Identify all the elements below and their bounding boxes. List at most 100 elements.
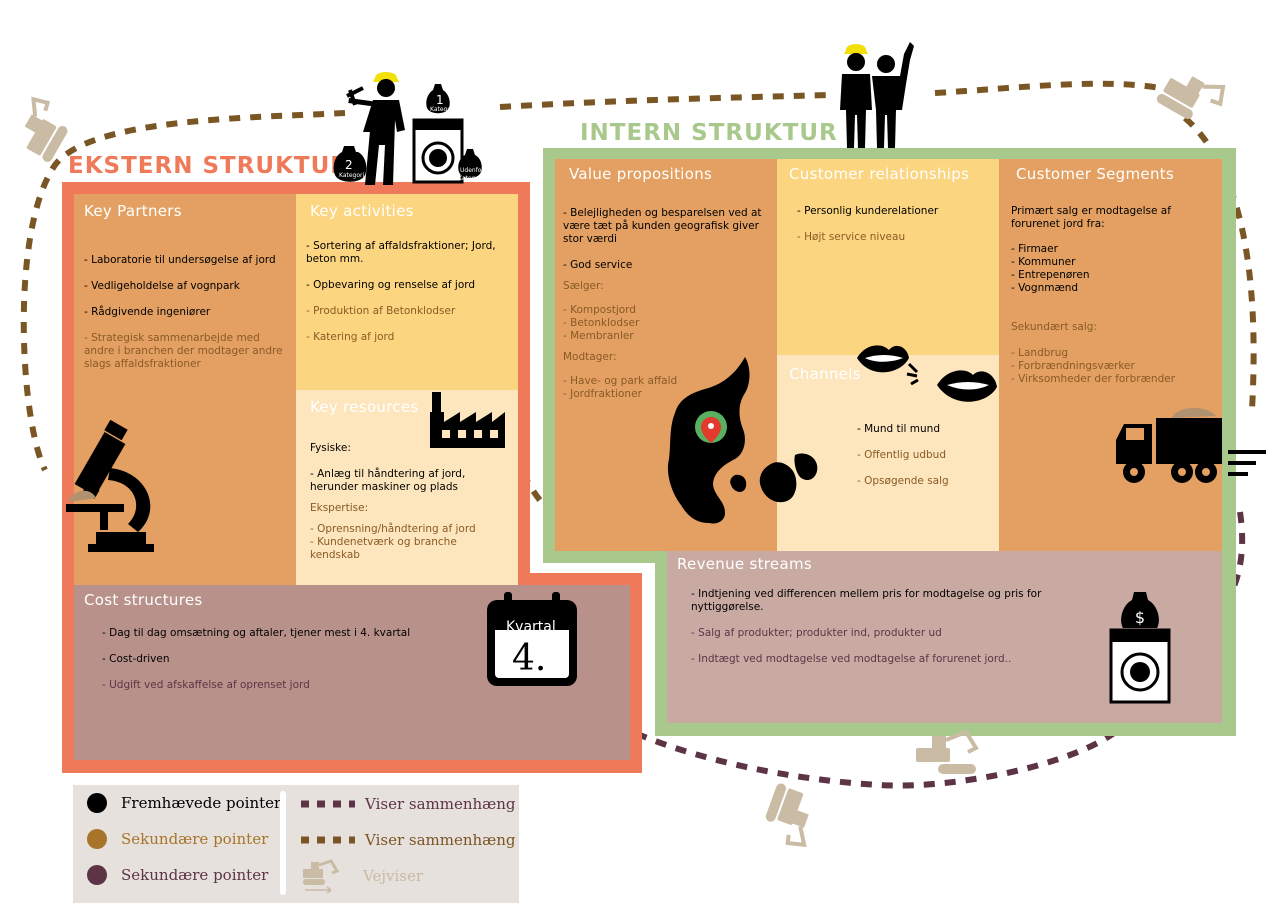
denmark-map-icon: [667, 357, 818, 524]
bag-1-number: 1: [436, 93, 444, 107]
calendar-icon: [487, 592, 577, 686]
cost-structures-list: - Dag til dag omsætning og aftaler, tjen…: [102, 627, 482, 705]
key-partners-title: Key Partners: [84, 202, 182, 220]
legend-guide-label: Vejviser: [363, 867, 423, 885]
list-item: - Dag til dag omsætning og aftaler, tjen…: [102, 627, 411, 639]
list-item: - Indtjening ved differencen mellem pris…: [691, 588, 1042, 613]
channels-title: Channels: [789, 365, 861, 383]
legend-link-brown: Viser sammenhæng: [301, 831, 516, 849]
legend-guide: Vejviser: [301, 859, 423, 893]
legend-secondary-dot: [87, 829, 107, 849]
key-activities-block: Key activities - Sortering af affaldsfra…: [296, 194, 518, 390]
legend-link-purple-label: Viser sammenhæng: [365, 795, 516, 813]
list-item: - Kompostjord: [563, 304, 636, 316]
bag-2-number: 2: [345, 158, 353, 172]
bag-3-label-2: Kategori: [458, 175, 484, 182]
legend-link-brown-label: Viser sammenhæng: [365, 831, 516, 849]
list-item: - Udgift ved afskaffelse af oprenset jor…: [102, 679, 310, 691]
list-item: Fysiske:: [310, 442, 351, 454]
key-resources-list: Fysiske: - Anlæg til håndtering af jord,…: [310, 442, 510, 562]
list-item: Primært salg er modtagelse af forurenet …: [1011, 205, 1171, 230]
legend-secondary: Sekundære pointer: [87, 829, 268, 849]
key-partners-block: Key Partners - Laboratorie til undersøge…: [74, 194, 296, 586]
connector-purple-bottom: [638, 716, 1133, 789]
calendar-quarter-number: 4.: [512, 638, 547, 679]
list-item: - Sortering af affaldsfraktioner; Jord, …: [306, 240, 496, 265]
list-item: - Kundenetværk og branche kendskab: [310, 536, 457, 561]
legend-tertiary: Sekundære pointer: [87, 865, 268, 885]
legend-panel: Fremhævede pointer Sekundære pointer Sek…: [73, 785, 519, 903]
list-item: - Mund til mund: [857, 423, 940, 435]
list-item: - Opsøgende salg: [857, 475, 949, 487]
list-item: - Betonklodser: [563, 317, 640, 329]
mouth-left-icon: [857, 345, 909, 373]
revenue-streams-title: Revenue streams: [677, 555, 812, 573]
legend-tertiary-label: Sekundære pointer: [121, 866, 269, 884]
factory-icon: [430, 392, 505, 448]
list-item: - Cost-driven: [102, 653, 170, 665]
truck-icon: [1116, 407, 1222, 483]
list-item: - Landbrug: [1011, 347, 1069, 359]
list-item: - Højt service niveau: [797, 231, 906, 243]
list-item: Sælger:: [563, 280, 604, 292]
key-resources-title: Key resources: [310, 398, 419, 416]
connector-brown-top-right: [934, 80, 1161, 96]
customer-relationships-list: - Personlig kunderelationer - Højt servi…: [797, 205, 987, 257]
legend-primary: Fremhævede pointer: [87, 793, 281, 813]
list-item: - Oprensning/håndtering af jord: [310, 523, 476, 535]
legend-link-brown-dashes: [301, 836, 355, 844]
mouth-right-icon: [937, 370, 997, 402]
legend-secondary-label: Sekundære pointer: [121, 830, 269, 848]
legend-tertiary-dot: [87, 865, 107, 885]
speech-lines-icon: [906, 362, 919, 386]
list-item: - God service: [563, 259, 633, 271]
list-item: Sekundært salg:: [1011, 321, 1097, 333]
list-item: - Personlig kunderelationer: [797, 205, 939, 217]
customer-relationships-title: Customer relationships: [789, 165, 970, 183]
list-item: - Kommuner: [1011, 256, 1076, 268]
legend-primary-dot: [87, 793, 107, 813]
list-item: Modtager:: [563, 351, 617, 363]
legend-primary-label: Fremhævede pointer: [121, 794, 282, 812]
list-item: - Entrepenøren: [1011, 269, 1090, 281]
legend-link-purple: Viser sammenhæng: [301, 795, 516, 813]
excavator-guide-icon-2: [1156, 76, 1226, 119]
revenue-streams-list: - Indtjening ved differencen mellem pris…: [691, 588, 1111, 679]
list-item: - Laboratorie til undersøgelse af jord: [84, 254, 276, 266]
speed-lines-icon: [1228, 450, 1266, 476]
customer-segments-title: Customer Segments: [1016, 165, 1175, 183]
list-item: - Strategisk sammenarbejde med andre i b…: [84, 332, 283, 370]
list-item: - Rådgivende ingeniører: [84, 306, 211, 318]
list-item: Ekspertise:: [310, 502, 369, 514]
key-activities-title: Key activities: [310, 202, 414, 220]
customer-segments-list: Primært salg er modtagelse af forurenet …: [1011, 205, 1216, 386]
value-propositions-title: Value propositions: [569, 165, 713, 183]
microscope-icon: [66, 420, 154, 552]
channels-list: - Mund til mund - Offentlig udbud - Opsø…: [857, 423, 997, 501]
list-item: - Opbevaring og renselse af jord: [306, 279, 476, 291]
key-partners-list: - Laboratorie til undersøgelse af jord -…: [84, 254, 289, 384]
intern-title: INTERN STRUKTUR: [580, 120, 838, 146]
excavator-guide-icon-1: [24, 96, 68, 162]
svg-text:$: $: [1135, 608, 1145, 627]
list-item: - Katering af jord: [306, 331, 395, 343]
money-washer-icon: $: [1109, 592, 1171, 704]
cost-structures-title: Cost structures: [84, 591, 203, 609]
list-item: - Belejligheden og besparelsen ved at væ…: [563, 207, 762, 245]
list-item: - Jordfraktioner: [563, 388, 642, 400]
bag-2-label: Kategori: [339, 172, 365, 179]
connector-brown-top: [499, 92, 831, 110]
value-propositions-list: - Belejligheden og besparelsen ved at væ…: [563, 207, 763, 401]
calendar-quarter-label: Kvartal: [506, 619, 556, 635]
bag-3-label-1: Udenfor: [460, 167, 484, 174]
bag-2-icon: [333, 146, 367, 182]
excavator-legend-icon: [303, 859, 340, 893]
legend-link-purple-dashes: [301, 800, 355, 808]
list-item: - Have- og park affald: [563, 375, 678, 387]
list-item: - Anlæg til håndtering af jord, herunder…: [310, 468, 466, 493]
list-item: - Forbrændningsværker: [1011, 360, 1135, 372]
bag-1-label: Kategori: [430, 106, 456, 113]
connector-brown-outer-left: [20, 110, 346, 472]
excavator-guide-icon-4: [765, 783, 809, 848]
list-item: - Indtægt ved modtagelse ved modtagelse …: [691, 653, 1012, 665]
